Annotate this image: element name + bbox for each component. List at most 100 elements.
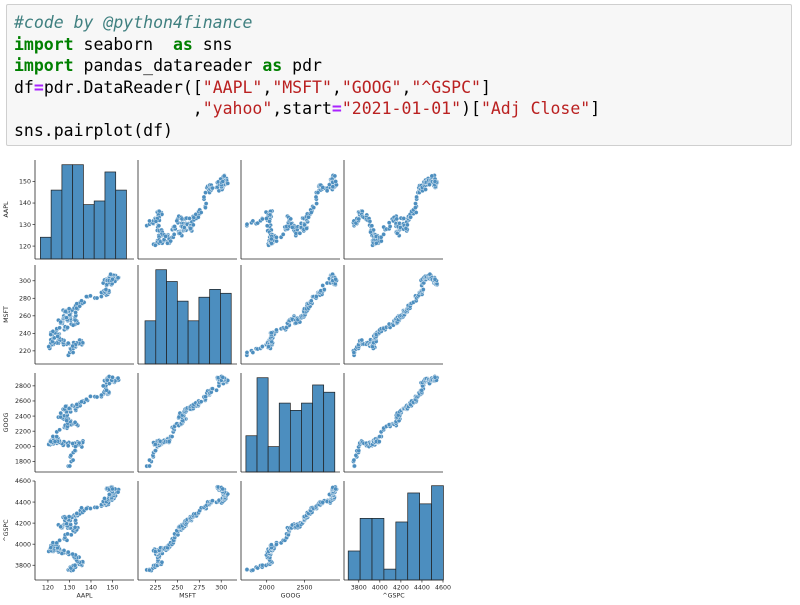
x-axis-label: ^GSPC xyxy=(382,593,405,600)
scatter-point xyxy=(159,559,165,565)
y-tick-label: 1800 xyxy=(15,459,31,466)
code-token: = xyxy=(331,99,342,118)
panel-GOOG-vs-MSFT xyxy=(137,373,237,473)
code-token: "Adj Close" xyxy=(480,99,591,118)
code-line: df=pdr.DataReader(["AAPL","MSFT","GOOG",… xyxy=(14,78,491,97)
scatter-point xyxy=(244,567,250,572)
y-tick-label: 2400 xyxy=(15,413,31,420)
scatter-point xyxy=(153,448,158,453)
panel-AAPL-vs-MSFT xyxy=(137,160,237,260)
histogram-bar xyxy=(407,492,420,581)
y-tick-label: 120 xyxy=(19,243,31,250)
scatter-point xyxy=(264,216,269,221)
code-line: ,"yahoo",start="2021-01-01")["Adj Close"… xyxy=(14,99,600,118)
scatter-point xyxy=(57,427,62,433)
scatter-point xyxy=(84,396,89,402)
scatter-point xyxy=(72,420,78,425)
scatter-point xyxy=(269,330,274,336)
scatter-point xyxy=(269,236,274,242)
code-token: as xyxy=(262,56,283,75)
scatter-point xyxy=(210,498,215,503)
histogram-bar xyxy=(419,503,432,581)
x-tick-label: 2000 xyxy=(259,585,275,592)
scatter-point xyxy=(88,293,93,299)
scatter-point xyxy=(153,549,158,554)
scatter-point xyxy=(107,492,112,497)
code-token: #code by @python4finance xyxy=(14,13,253,32)
histogram-bar xyxy=(371,518,385,581)
scatter-point xyxy=(171,232,177,237)
y-axis-label: MSFT xyxy=(3,306,10,323)
scatter-point xyxy=(315,190,321,195)
scatter-point xyxy=(414,194,419,200)
scatter-point xyxy=(419,387,424,393)
scatter-point xyxy=(70,441,75,446)
histogram-bar xyxy=(312,384,325,473)
scatter-point xyxy=(66,514,72,519)
scatter-point xyxy=(102,496,107,501)
scatter-point xyxy=(147,463,152,469)
scatter-point xyxy=(250,350,256,355)
code-editor[interactable]: #code by @python4finance import seaborn … xyxy=(14,12,791,141)
histogram-bar xyxy=(72,164,84,260)
x-tick-label: 4400 xyxy=(414,585,430,592)
scatter-point xyxy=(147,457,152,463)
scatter-point xyxy=(255,565,260,571)
scatter-point xyxy=(63,309,68,314)
scatter-point xyxy=(66,306,72,311)
histogram-bar xyxy=(323,391,336,473)
y-tick-label: 150 xyxy=(19,179,31,186)
histogram-bar xyxy=(383,568,397,581)
y-axis-label: GOOG xyxy=(3,413,10,433)
x-tick-label: 2500 xyxy=(296,585,312,592)
histogram-bar xyxy=(198,296,211,365)
scatter-point xyxy=(153,219,159,224)
code-token: , xyxy=(401,77,412,97)
x-tick-label: 225 xyxy=(150,585,162,592)
scatter-point xyxy=(353,453,359,458)
histogram-bar xyxy=(155,269,167,365)
scatter-point xyxy=(48,545,54,550)
scatter-point xyxy=(381,232,386,237)
scatter-point xyxy=(374,240,379,246)
panel-MSFT-vs-GOOG xyxy=(240,265,340,365)
code-token: sns.pairplot(df) xyxy=(14,120,173,140)
code-cell[interactable]: #code by @python4finance import seaborn … xyxy=(6,4,792,146)
code-line: import seaborn as sns xyxy=(14,35,233,54)
scatter-point xyxy=(432,375,438,380)
histogram-bar xyxy=(395,521,409,581)
scatter-point xyxy=(72,562,78,568)
scatter-point xyxy=(370,344,375,349)
scatter-point xyxy=(220,486,226,492)
scatter-point xyxy=(168,238,173,244)
y-tick-label: 4600 xyxy=(15,478,31,485)
scatter-point xyxy=(376,439,382,444)
x-tick-label: 3800 xyxy=(351,585,367,592)
scatter-point xyxy=(405,222,410,228)
code-token: df xyxy=(14,77,34,97)
scatter-point xyxy=(174,218,180,224)
scatter-point xyxy=(359,337,365,343)
code-token: "yahoo" xyxy=(202,99,273,118)
scatter-point xyxy=(324,188,330,194)
scatter-point xyxy=(72,448,78,453)
scatter-point xyxy=(332,173,338,179)
scatter-point xyxy=(103,287,109,292)
scatter-point xyxy=(333,276,338,282)
panel-AAPL-vs-^GSPC xyxy=(343,160,443,260)
y-tick-label: 4200 xyxy=(15,520,31,527)
scatter-point xyxy=(394,231,400,236)
x-tick-label: 120 xyxy=(42,585,54,592)
y-tick-label: 260 xyxy=(19,313,31,320)
pairplot-figure: 120 130 140 150 AAPL 220 240 260 280 300 MSFT 1800 2… xyxy=(3,160,451,600)
scatter-point xyxy=(351,350,357,355)
scatter-point xyxy=(269,240,274,246)
scatter-point xyxy=(70,457,76,463)
code-token: )[ xyxy=(461,99,481,118)
scatter-point xyxy=(266,344,271,349)
scatter-point xyxy=(153,242,158,248)
scatter-point xyxy=(50,540,56,545)
code-token: pdr xyxy=(282,56,322,75)
scatter-point xyxy=(115,375,121,381)
panel-GOOG-vs-^GSPC xyxy=(343,373,443,473)
